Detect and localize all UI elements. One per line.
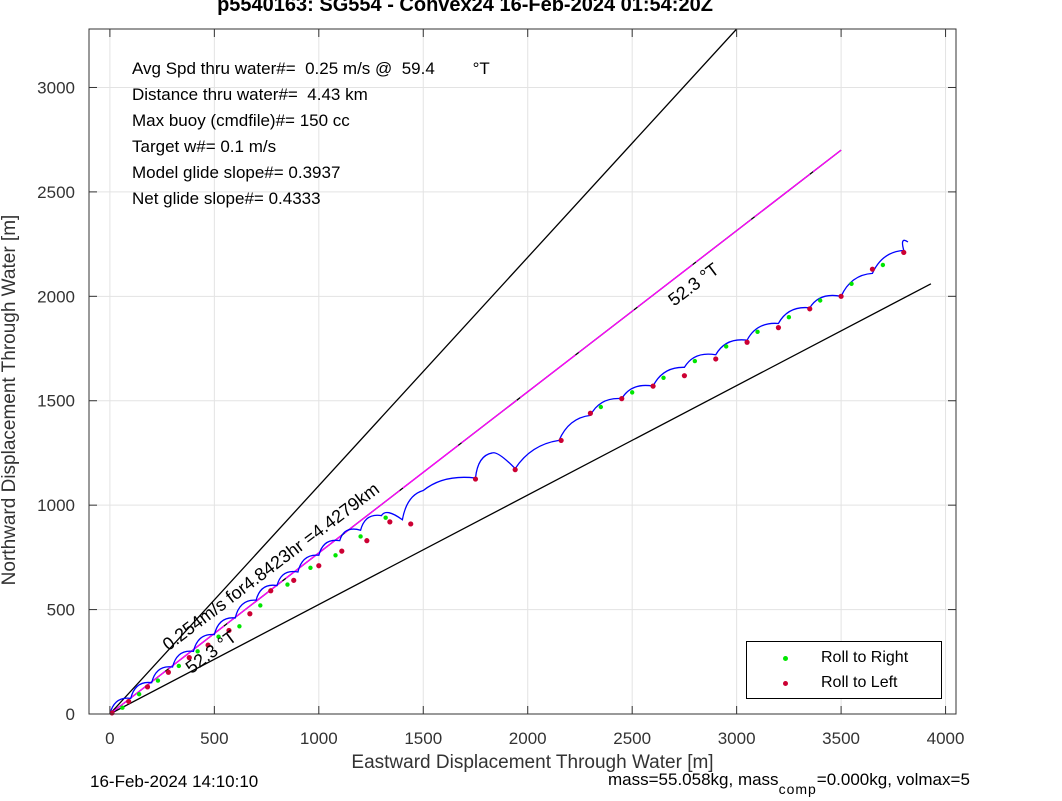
roll-left-point <box>165 669 171 675</box>
roll-right-point <box>333 553 338 558</box>
legend-item-roll-left: Roll to Left <box>747 673 941 695</box>
roll-right-point <box>629 390 635 395</box>
y-tick-label: 3000 <box>37 78 75 97</box>
roll-left-point <box>205 642 211 648</box>
reference-line-2 <box>109 283 932 714</box>
annotation-0: 52.3 °T <box>664 259 723 310</box>
roll-left-point <box>387 519 393 525</box>
roll-left-point <box>619 396 625 402</box>
roll-right-point <box>216 634 221 639</box>
roll-left-point <box>807 306 813 312</box>
roll-left-point <box>291 577 297 583</box>
glider-track <box>109 239 909 714</box>
roll-right-point <box>786 315 792 320</box>
roll-left-point <box>681 373 688 379</box>
roll-right-point <box>723 344 729 349</box>
legend-marker-roll-right <box>783 656 788 661</box>
roll-left-point <box>364 538 370 544</box>
stat-distance: Distance thru water#= 4.43 km <box>132 85 368 104</box>
roll-right-point <box>136 691 142 697</box>
roll-left-point <box>247 611 253 617</box>
timestamp: 16-Feb-2024 14:10:10 <box>90 772 259 791</box>
y-tick-label: 0 <box>66 705 75 724</box>
stat-max-buoy: Max buoy (cmdfile)#= 150 cc <box>132 111 350 130</box>
roll-left-point <box>775 325 782 331</box>
x-tick-label: 2000 <box>509 729 547 748</box>
x-tick-label: 1000 <box>300 729 338 748</box>
x-tick-label: 3000 <box>718 729 756 748</box>
legend-label-roll-right: Roll to Right <box>821 649 909 666</box>
legend-label-roll-left: Roll to Left <box>821 674 898 691</box>
x-tick-label: 0 <box>105 729 114 748</box>
y-tick-label: 1500 <box>37 392 75 411</box>
legend-marker-roll-left <box>783 681 788 686</box>
reference-line-0 <box>109 29 738 714</box>
x-tick-label: 3500 <box>822 729 860 748</box>
roll-left-point <box>226 627 232 634</box>
roll-left-point <box>713 356 719 362</box>
axes-box <box>88 28 957 715</box>
stat-avg-speed: Avg Spd thru water#= 0.25 m/s @ 59.4 °T <box>132 59 490 78</box>
roll-left-point <box>339 548 345 554</box>
stats-block: Avg Spd thru water#= 0.25 m/s @ 59.4 °T … <box>132 56 490 212</box>
roll-right-point <box>237 624 242 629</box>
mass-info: mass=55.058kg, masscomp=0.000kg, volmax=… <box>608 770 970 797</box>
roll-left-point <box>587 410 593 416</box>
stat-target-w: Target w#= 0.1 m/s <box>132 137 277 156</box>
roll-left-point <box>650 383 656 389</box>
x-axis-label: Eastward Displacement Through Water [m] <box>351 752 714 773</box>
roll-left-point <box>472 476 479 482</box>
roll-left-point <box>316 563 322 569</box>
y-axis-label: Northward Displacement Through Water [m] <box>0 214 20 586</box>
roll-right-point <box>692 358 698 364</box>
stat-net-glide-slope: Net glide slope#= 0.4333 <box>132 189 321 208</box>
roll-left-point <box>744 339 750 345</box>
roll-right-point <box>880 262 886 268</box>
y-tick-label: 500 <box>47 601 75 620</box>
chart-title: p5540163: SG554 - Convex24 16-Feb-2024 0… <box>217 0 713 16</box>
stat-model-glide-slope: Model glide slope#= 0.3937 <box>132 163 341 182</box>
roll-left-point <box>869 266 876 272</box>
roll-left-point <box>512 467 518 473</box>
roll-right-point <box>661 375 666 380</box>
roll-right-point <box>755 329 760 335</box>
y-tick-label: 2000 <box>37 287 75 306</box>
roll-right-point <box>285 582 290 587</box>
roll-left-point <box>838 293 844 299</box>
roll-left-point <box>408 521 414 527</box>
roll-left-point <box>126 698 132 705</box>
chart-legend: Roll to Right Roll to Left <box>746 641 942 699</box>
x-tick-label: 2500 <box>613 729 651 748</box>
roll-right-point <box>308 565 313 571</box>
roll-right-point <box>176 663 182 669</box>
roll-right-point <box>155 678 161 683</box>
mass-volmax-text: =0.000kg, volmax=5 <box>816 770 970 789</box>
x-tick-label: 1500 <box>404 729 442 748</box>
legend-item-roll-right: Roll to Right <box>747 648 941 670</box>
roll-right-point <box>195 649 200 654</box>
roll-right-point <box>598 404 604 410</box>
heading-line <box>109 149 842 714</box>
roll-left-point <box>144 684 151 690</box>
mass-text: mass=55.058kg, mass <box>608 770 779 789</box>
roll-right-point <box>818 298 823 303</box>
roll-right-point <box>258 603 263 608</box>
roll-right-point <box>120 705 125 710</box>
x-tick-label: 500 <box>200 729 228 748</box>
x-tick-label: 4000 <box>927 729 965 748</box>
y-tick-label: 2500 <box>37 183 75 202</box>
mass-comp-subscript: comp <box>778 781 817 797</box>
roll-right-point <box>383 515 388 520</box>
y-tick-label: 1000 <box>37 496 75 515</box>
roll-left-point <box>901 249 907 256</box>
roll-left-point <box>186 655 192 661</box>
roll-left-point <box>558 437 564 444</box>
roll-left-point <box>268 588 274 594</box>
roll-right-point <box>849 281 854 286</box>
roll-right-point <box>358 534 363 539</box>
